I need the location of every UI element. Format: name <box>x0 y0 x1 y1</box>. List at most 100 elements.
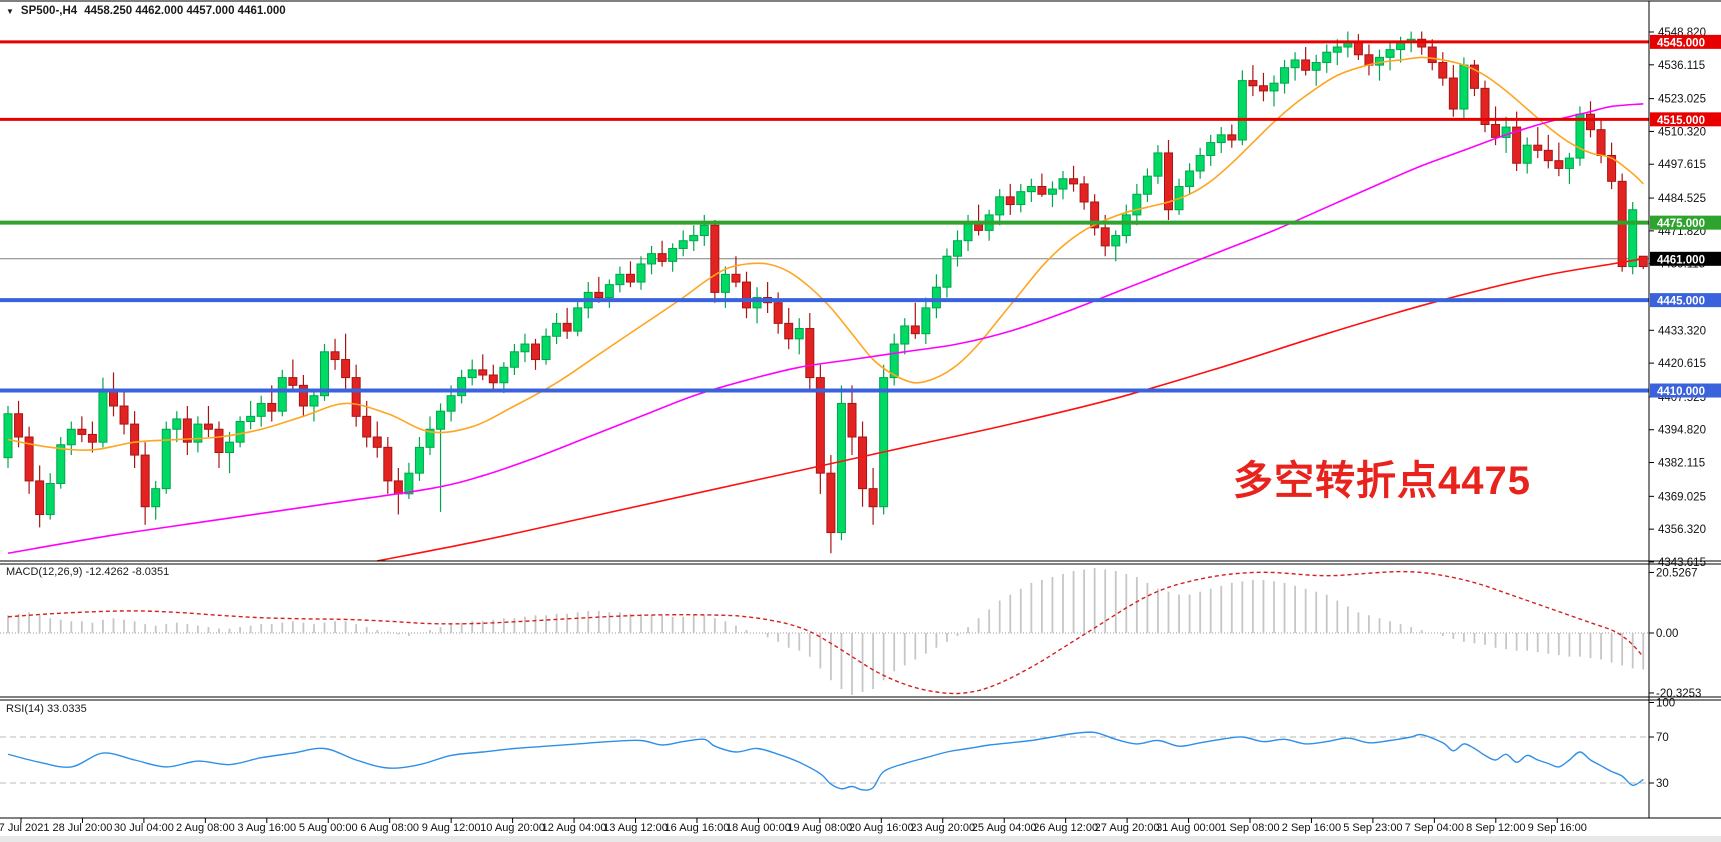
candle <box>1480 87 1490 126</box>
candle <box>942 255 952 288</box>
candle <box>573 307 583 332</box>
svg-text:23 Aug 20:00: 23 Aug 20:00 <box>910 822 975 834</box>
svg-text:18 Aug 00:00: 18 Aug 00:00 <box>726 822 791 834</box>
candle <box>383 446 393 482</box>
candle <box>1258 85 1268 92</box>
candle <box>478 369 488 376</box>
candle <box>235 421 245 443</box>
rsi-indicator-label: RSI(14) 33.0335 <box>6 703 87 715</box>
candle <box>689 235 699 242</box>
svg-text:8 Sep 12:00: 8 Sep 12:00 <box>1466 822 1525 834</box>
candle <box>1164 152 1173 211</box>
candle <box>214 428 224 453</box>
window-bottom-strip <box>0 836 1721 842</box>
candle <box>953 240 962 257</box>
svg-text:4410.000: 4410.000 <box>1657 386 1705 398</box>
svg-text:4545.000: 4545.000 <box>1657 37 1705 49</box>
svg-text:6 Aug 08:00: 6 Aug 08:00 <box>360 822 419 834</box>
candle <box>552 322 562 337</box>
candle <box>1280 67 1290 84</box>
candle <box>1628 209 1638 268</box>
candle <box>1332 46 1342 53</box>
candle <box>425 428 435 448</box>
svg-text:30 Jul 04:00: 30 Jul 04:00 <box>114 822 174 834</box>
candle <box>172 418 182 430</box>
candle <box>720 273 730 293</box>
svg-text:5 Aug 00:00: 5 Aug 00:00 <box>299 822 358 834</box>
chart-text-annotation[interactable]: 多空转折点4475 <box>1233 459 1531 503</box>
candle <box>1269 82 1279 92</box>
candle <box>1322 51 1332 64</box>
candle <box>298 384 308 407</box>
candle <box>1185 170 1195 187</box>
candle <box>3 413 13 459</box>
ma-slow-red-line <box>377 258 1644 562</box>
symbol-period-label: SP500-,H4 <box>20 5 78 17</box>
candle <box>1512 126 1522 164</box>
candle <box>541 335 551 361</box>
svg-text:100: 100 <box>1656 698 1675 710</box>
svg-text:13 Aug 12:00: 13 Aug 12:00 <box>603 822 668 834</box>
candle <box>320 351 329 397</box>
macd-signal-line <box>7 570 1644 695</box>
candle <box>1353 41 1363 56</box>
svg-text:9 Sep 16:00: 9 Sep 16:00 <box>1528 822 1587 834</box>
candle <box>1090 201 1100 229</box>
candle <box>699 224 709 237</box>
ma-mid-magenta-line <box>7 103 1644 555</box>
candle <box>858 436 868 490</box>
price-badge-4545.000: 4545.000 <box>1650 34 1721 49</box>
svg-text:10 Aug 20:00: 10 Aug 20:00 <box>480 822 545 834</box>
candle <box>1005 196 1015 206</box>
symbol-info-bar: ▼ SP500-,H4 4458.250 4462.000 4457.000 4… <box>6 5 286 17</box>
candle <box>1427 46 1437 64</box>
candle <box>246 415 256 423</box>
candle <box>963 222 973 242</box>
candle <box>1069 178 1079 185</box>
candle <box>1607 154 1617 182</box>
candle <box>1469 64 1479 89</box>
svg-text:4475.000: 4475.000 <box>1657 218 1705 230</box>
svg-text:4536.115: 4536.115 <box>1658 60 1705 72</box>
candle <box>1448 77 1458 110</box>
candle <box>910 325 920 335</box>
candle <box>531 343 540 361</box>
candle <box>731 273 741 283</box>
candle <box>1248 80 1258 87</box>
price-badge-4461.000: 4461.000 <box>1650 251 1721 266</box>
candle <box>889 343 899 379</box>
svg-text:28 Jul 20:00: 28 Jul 20:00 <box>52 822 112 834</box>
candle <box>1533 144 1543 151</box>
candle <box>995 196 1005 216</box>
svg-text:4510.320: 4510.320 <box>1658 126 1706 138</box>
candle <box>647 253 657 265</box>
svg-text:4497.615: 4497.615 <box>1658 159 1706 171</box>
candle <box>288 377 298 386</box>
candle <box>193 423 203 443</box>
candle <box>1058 178 1068 190</box>
candlestick-series <box>3 31 1648 554</box>
candle <box>1290 59 1300 69</box>
collapse-chart-menu-icon[interactable]: ▼ <box>6 6 14 16</box>
candle <box>868 488 878 508</box>
candle <box>414 446 424 474</box>
svg-text:4523.025: 4523.025 <box>1658 94 1706 106</box>
svg-text:1 Sep 08:00: 1 Sep 08:00 <box>1220 822 1279 834</box>
candle <box>678 240 688 249</box>
price-badge-4410.000: 4410.000 <box>1650 383 1721 398</box>
macd-axis: 20.5267 0.00 -20.3253 <box>1649 567 1701 700</box>
candle <box>182 418 192 443</box>
svg-text:4356.320: 4356.320 <box>1658 524 1706 536</box>
candle <box>826 472 836 534</box>
candle <box>1047 188 1057 195</box>
ohlc-values: 4458.250 4462.000 4457.000 4461.000 <box>84 5 286 17</box>
svg-text:3 Aug 16:00: 3 Aug 16:00 <box>237 822 296 834</box>
candle <box>1596 129 1606 156</box>
candle <box>742 281 751 309</box>
candle <box>921 307 931 335</box>
svg-text:7 Sep 04:00: 7 Sep 04:00 <box>1405 822 1464 834</box>
svg-text:19 Aug 08:00: 19 Aug 08:00 <box>787 822 852 834</box>
candle <box>594 291 604 299</box>
svg-text:30: 30 <box>1656 778 1669 790</box>
